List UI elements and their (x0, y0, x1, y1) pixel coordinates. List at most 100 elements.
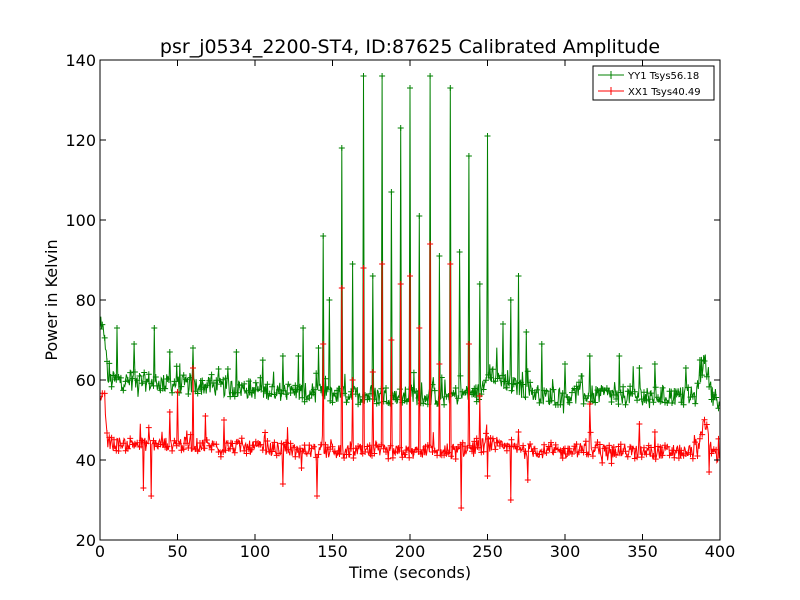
data-point (564, 363, 566, 365)
data-point (341, 287, 343, 289)
legend: YY1 Tsys56.18 XX1 Tsys40.49 (592, 65, 715, 101)
data-point (685, 367, 687, 369)
legend-label-xx1: XX1 Tsys40.49 (628, 87, 701, 98)
tick-layer: 0 50 100 150 200 250 300 350 400 20 40 60 80 100 120 14… (65, 51, 735, 561)
data-point (418, 327, 421, 329)
data-point (589, 355, 591, 357)
y-tick-label: 100 (65, 211, 96, 230)
data-point (399, 127, 402, 129)
y-tick-label: 140 (65, 51, 96, 70)
x-tick-label: 350 (627, 542, 658, 561)
data-point (486, 475, 489, 477)
data-point (438, 363, 441, 365)
data-point (223, 419, 225, 421)
series-markers (100, 73, 720, 412)
chart-title: psr_j0534_2200-ST4, ID:87625 Calibrated … (160, 36, 660, 58)
data-point (589, 403, 591, 405)
data-point (458, 251, 461, 253)
series-marker-path (100, 73, 720, 412)
data-point (478, 395, 481, 397)
data-point (297, 355, 300, 357)
data-point (168, 351, 171, 353)
data-point (429, 243, 431, 245)
data-point (150, 495, 152, 497)
data-point (418, 215, 421, 217)
x-tick-label: 300 (550, 542, 581, 561)
data-point (381, 263, 383, 265)
data-point (509, 299, 512, 301)
data-point (351, 263, 354, 265)
data-point (390, 191, 393, 193)
data-point (638, 423, 641, 425)
x-tick-label: 250 (472, 542, 503, 561)
data-point (351, 379, 354, 381)
x-tick-label: 100 (240, 542, 271, 561)
data-point (618, 355, 621, 357)
data-point (429, 75, 431, 77)
data-point (204, 415, 207, 417)
data-point (168, 411, 171, 413)
data-point (362, 75, 365, 77)
data-point (176, 391, 179, 393)
data-point (509, 499, 512, 501)
data-point (517, 275, 520, 277)
data-point (390, 339, 393, 341)
x-tick-label: 150 (317, 542, 348, 561)
data-point (362, 267, 365, 269)
data-point (153, 327, 156, 329)
data-point (235, 351, 238, 353)
data-point (282, 355, 284, 357)
data-point (192, 347, 194, 349)
data-point (460, 507, 462, 509)
data-point (142, 487, 145, 489)
y-tick-label: 60 (76, 371, 96, 390)
data-point (341, 147, 343, 149)
data-point (478, 283, 481, 285)
data-point (372, 275, 374, 277)
data-point (372, 371, 374, 373)
data-point (409, 87, 411, 89)
y-tick-label: 20 (76, 531, 96, 550)
data-point (133, 343, 135, 345)
series-yy1 (100, 73, 720, 414)
data-point (282, 483, 284, 485)
data-point (527, 479, 529, 481)
data-point (486, 135, 489, 137)
y-axis-title: Power in Kelvin (42, 239, 61, 360)
data-point (317, 347, 320, 349)
legend-label-yy1: YY1 Tsys56.18 (627, 71, 699, 82)
data-point (116, 327, 118, 329)
legend-frame (592, 65, 715, 101)
data-point (316, 495, 318, 497)
data-point (438, 255, 441, 257)
y-tick-label: 80 (76, 291, 96, 310)
data-point (525, 331, 528, 333)
x-tick-label: 200 (395, 542, 426, 561)
data-point (322, 235, 325, 237)
data-point (708, 471, 710, 473)
series-xx1 (100, 241, 720, 511)
data-point (192, 367, 194, 369)
y-tick-label: 40 (76, 451, 96, 470)
data-point (502, 323, 504, 325)
y-tick-label: 120 (65, 131, 96, 150)
data-point (381, 75, 383, 77)
series-layer (100, 73, 720, 511)
data-point (302, 327, 304, 329)
data-point (300, 467, 303, 469)
x-tick-label: 400 (705, 542, 736, 561)
data-point (449, 263, 452, 265)
data-point (449, 87, 452, 89)
data-point (654, 431, 656, 433)
data-point (540, 343, 543, 345)
data-point (409, 275, 411, 277)
x-tick-label: 0 (95, 542, 105, 561)
data-point (322, 343, 325, 345)
data-point (654, 363, 656, 365)
data-point (328, 299, 331, 301)
data-point (699, 359, 701, 361)
data-point (399, 283, 402, 285)
data-point (638, 367, 641, 369)
x-tick-label: 50 (167, 542, 187, 561)
